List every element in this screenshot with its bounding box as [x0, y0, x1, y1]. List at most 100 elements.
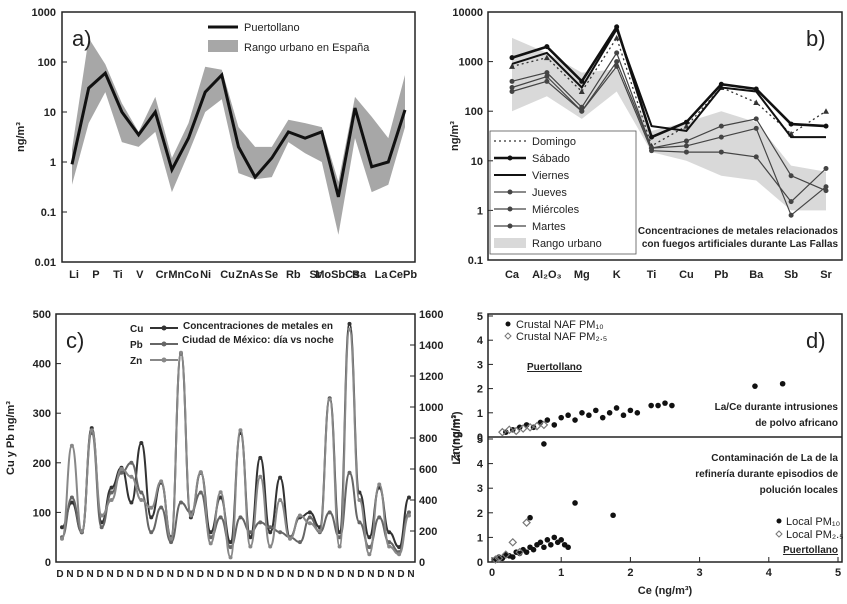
panel-label-a: a) [72, 26, 92, 51]
x-tick-label: Mg [574, 269, 590, 281]
data-point [543, 54, 550, 61]
urban-range-band-b [512, 37, 826, 211]
data-point [387, 544, 392, 549]
data-point [60, 525, 64, 530]
scatter-point [518, 424, 528, 433]
data-point [347, 327, 352, 332]
y-tick-label-right: 600 [419, 464, 437, 476]
data-point [278, 498, 283, 502]
x-tick-label: D [217, 569, 224, 580]
data-point [823, 188, 829, 194]
x-tick-label: P [92, 269, 99, 281]
data-point [69, 500, 74, 505]
x-tick-label: Sb [784, 269, 798, 281]
y-tick-label-right: 1000 [419, 402, 443, 414]
x-tick-label: Ti [113, 269, 123, 281]
x-tick-label: D [357, 569, 364, 580]
x-tick-label: N [347, 569, 354, 580]
series-line-jueves [511, 51, 827, 192]
annotation-text: refinería durante episodios de [695, 469, 838, 480]
x-tick-label: N [407, 569, 414, 580]
scatter-point [620, 412, 627, 419]
chart-title-c: Ciudad de México: día vs noche [182, 335, 334, 346]
x-tick-label: 4 [766, 567, 773, 579]
y-tick-label: 3 [477, 483, 483, 495]
data-point [544, 44, 550, 50]
scatter-point [662, 400, 668, 406]
scatter-point [606, 410, 613, 416]
data-point [89, 428, 94, 433]
x-tick-label: D [197, 569, 204, 580]
data-point [614, 63, 620, 69]
data-point [788, 212, 794, 218]
data-point [649, 134, 655, 140]
data-point [788, 173, 794, 179]
legend-marker [161, 341, 167, 347]
data-point [79, 529, 84, 533]
y-tick-label: 1 [477, 532, 483, 544]
data-point [613, 34, 620, 41]
scatter-point [491, 555, 500, 564]
urban-range-band-a [72, 38, 405, 235]
scatter-point [599, 414, 606, 421]
data-point [99, 513, 104, 518]
x-tick-label: V [136, 269, 144, 281]
scatter-point [572, 417, 578, 423]
annotation-text: de polvo africano [755, 418, 838, 429]
data-point [228, 555, 233, 560]
y-tick-label: 5 [477, 311, 483, 323]
legend-marker [161, 325, 167, 331]
data-point [407, 510, 411, 515]
data-point [248, 535, 253, 540]
data-point [188, 513, 193, 518]
data-point [579, 108, 585, 114]
data-point [258, 455, 263, 460]
series-line-zn [61, 328, 410, 559]
x-tick-label: N [247, 569, 254, 580]
x-tick-label: D [117, 569, 124, 580]
x-tick-label: N [307, 569, 314, 580]
data-point [327, 397, 332, 402]
y-tick-label: 10000 [452, 7, 483, 19]
scatter-point [530, 546, 537, 553]
data-point [823, 108, 829, 114]
scatter-point [541, 544, 547, 551]
y-tick-label: 0.1 [468, 255, 483, 267]
legend-label: Crustal NAF PM₂.₅ [516, 331, 607, 343]
x-tick-label: N [127, 569, 134, 580]
x-tick-label: D [96, 569, 103, 580]
annotation-text: polución locales [760, 485, 839, 496]
data-point [357, 520, 362, 525]
data-point [268, 544, 273, 549]
data-point [208, 541, 213, 546]
x-tick-label: D [257, 569, 264, 580]
x-tick-label: D [277, 569, 284, 580]
data-point [718, 134, 724, 140]
data-point [208, 530, 213, 535]
location-label: Puertollano [783, 545, 838, 556]
y-tick-label: 10 [471, 156, 483, 168]
scatter-point [494, 553, 504, 563]
legend-label: Cu [130, 324, 143, 335]
data-point [307, 510, 312, 515]
x-tick-label: N [107, 569, 114, 580]
scatter-point [525, 422, 535, 432]
y-tick-label: 0.01 [35, 257, 56, 269]
y-tick-label: 0 [477, 557, 483, 569]
y-tick-label-left: 500 [33, 309, 51, 321]
scatter-point [610, 512, 616, 519]
x-tick-label: N [327, 569, 334, 580]
x-tick-label: Cu [679, 269, 694, 281]
scatter-point [558, 537, 564, 543]
legend-label: Pb [130, 340, 143, 351]
panel-b-frame [487, 11, 843, 261]
legend-label: Zn [130, 356, 142, 367]
y-tick-label: 5 [477, 434, 483, 446]
scatter-point [539, 420, 549, 430]
x-tick-label: Li [69, 269, 79, 281]
data-point [208, 535, 213, 540]
x-tick-label: D [56, 569, 63, 580]
scatter-point [634, 410, 641, 416]
data-point [753, 116, 759, 122]
